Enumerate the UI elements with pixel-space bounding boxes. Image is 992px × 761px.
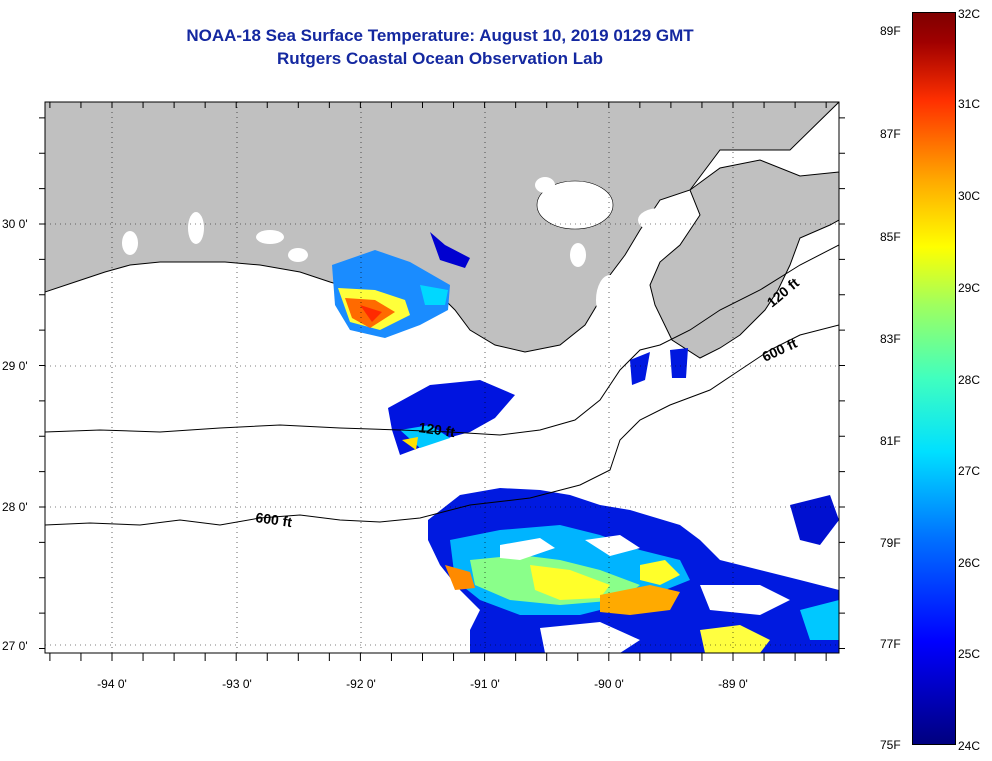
lake-borgne [638,208,682,232]
colorbar-f-label: 79F [880,536,901,550]
temperature-colorbar [912,12,956,745]
latitude-axis: 30 0' 29 0' 28 0' 27 0' [2,217,28,653]
land-mass-west [45,102,839,353]
colorbar-f-label: 85F [880,230,901,244]
lon-label: -94 0' [97,677,127,691]
map-subtitle: Rutgers Coastal Ocean Observation Lab [277,49,603,68]
contour-label-120-mid: 120 ft [418,419,457,440]
colorbar-f-label: 75F [880,738,901,752]
colorbar-c-label: 31C [958,97,981,111]
colorbar-c-label: 27C [958,464,981,478]
map-title: NOAA-18 Sea Surface Temperature: August … [186,26,694,45]
lake-maurepas [535,177,555,193]
colorbar-f-label: 89F [880,24,901,38]
lon-label: -93 0' [222,677,252,691]
colorbar-c-label: 32C [958,7,981,21]
colorbar-f-label: 87F [880,127,901,141]
contour-label-600-west: 600 ft [255,509,294,530]
colorbar-f-label: 83F [880,332,901,346]
lake-3 [188,212,204,244]
delta-bay [596,275,624,325]
lake-pontchartrain [536,180,614,230]
colorbar-c-label: 28C [958,373,981,387]
lon-label: -91 0' [470,677,500,691]
colorbar-f-label: 77F [880,637,901,651]
contour-600ft-west [45,324,839,526]
tick-marks [39,102,845,661]
land-mass [45,102,839,359]
colorbar-c-label: 26C [958,556,981,570]
lat-label: 30 0' [2,217,28,231]
lat-label: 27 0' [2,639,28,653]
contour-120ft-west [45,244,839,436]
lon-label: -89 0' [718,677,748,691]
lake-5 [570,243,586,267]
map-frame [44,101,840,654]
colorbar-c-label: 25C [958,647,981,661]
longitude-axis: -94 0' -93 0' -92 0' -91 0' -90 0' -89 0… [97,677,748,691]
lat-label: 29 0' [2,359,28,373]
lon-label: -90 0' [594,677,624,691]
colorbar-c-label: 24C [958,739,981,753]
lake-4 [122,231,138,255]
graticule [45,102,839,653]
lake-2 [288,248,308,262]
bathymetry-contours [45,244,839,526]
colorbar-c-label: 30C [958,189,981,203]
lat-label: 28 0' [2,500,28,514]
colorbar-f-label: 81F [880,434,901,448]
lon-label: -92 0' [346,677,376,691]
lake-1 [256,230,284,244]
colorbar-c-label: 29C [958,281,981,295]
